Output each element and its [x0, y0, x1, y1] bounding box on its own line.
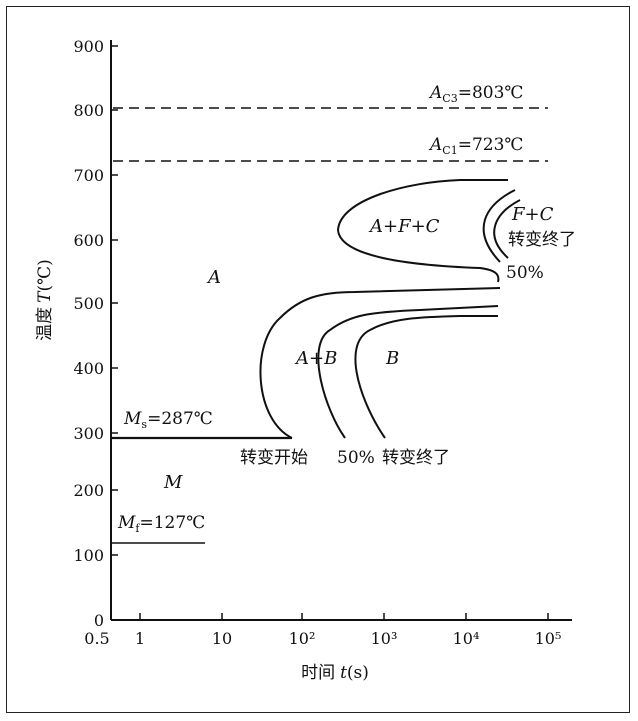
y-tick-200: 200	[73, 481, 104, 500]
y-tick-300: 300	[73, 424, 104, 443]
x-tick-10: 10	[212, 629, 232, 648]
transform-end-high-label: 转变终了	[508, 230, 576, 250]
y-ticks	[111, 45, 118, 621]
x-tick-10000: 10⁴	[453, 629, 480, 648]
region-fc: F+C	[511, 204, 554, 225]
curve-start	[259, 287, 501, 439]
y-tick-0: 0	[94, 611, 104, 630]
y-tick-100: 100	[73, 546, 104, 565]
y-tick-500: 500	[73, 294, 104, 313]
region-a: A	[206, 267, 221, 288]
ac1-label: AC1=723℃	[428, 135, 523, 157]
curve-fc-50pct	[482, 189, 516, 263]
y-tick-900: 900	[73, 37, 104, 56]
x-tick-1000: 10³	[371, 629, 398, 648]
region-ab: A+B	[294, 348, 337, 369]
y-axis-title: 温度T(℃)	[35, 259, 55, 341]
x-tick-100: 10²	[289, 629, 316, 648]
x-axis-title: 时间 t(s)	[301, 663, 369, 683]
curve-end	[354, 315, 498, 439]
curve-fc-end	[493, 199, 521, 259]
y-tick-600: 600	[73, 231, 104, 250]
curve-50pct	[317, 305, 499, 439]
region-afc: A+F+C	[368, 216, 440, 237]
transform-end-low-label: 转变终了	[382, 448, 450, 468]
fifty-pct-low-label: 50%	[337, 448, 375, 468]
ac3-label: AC3=803℃	[428, 83, 523, 105]
region-m: M	[163, 472, 183, 493]
y-tick-400: 400	[73, 359, 104, 378]
y-tick-800: 800	[73, 101, 104, 120]
y-tick-700: 700	[73, 166, 104, 185]
mf-label: Mf=127℃	[117, 513, 205, 535]
y-tick-labels: 0 100 200 300 400 500 600 700 800 900	[73, 37, 104, 630]
diagram-frame	[6, 6, 630, 713]
ms-label: Ms=287℃	[123, 409, 213, 431]
x-tick-1: 1	[135, 629, 145, 648]
fifty-pct-high-label: 50%	[506, 263, 544, 283]
x-tick-0.5: 0.5	[84, 629, 109, 648]
transform-start-label: 转变开始	[240, 448, 308, 468]
x-tick-100000: 10⁵	[535, 629, 562, 648]
x-ticks	[139, 613, 549, 620]
x-tick-labels: 0.5 1 10 10² 10³ 10⁴ 10⁵	[84, 629, 561, 648]
curve-afc	[336, 179, 508, 283]
region-b: B	[385, 348, 399, 369]
